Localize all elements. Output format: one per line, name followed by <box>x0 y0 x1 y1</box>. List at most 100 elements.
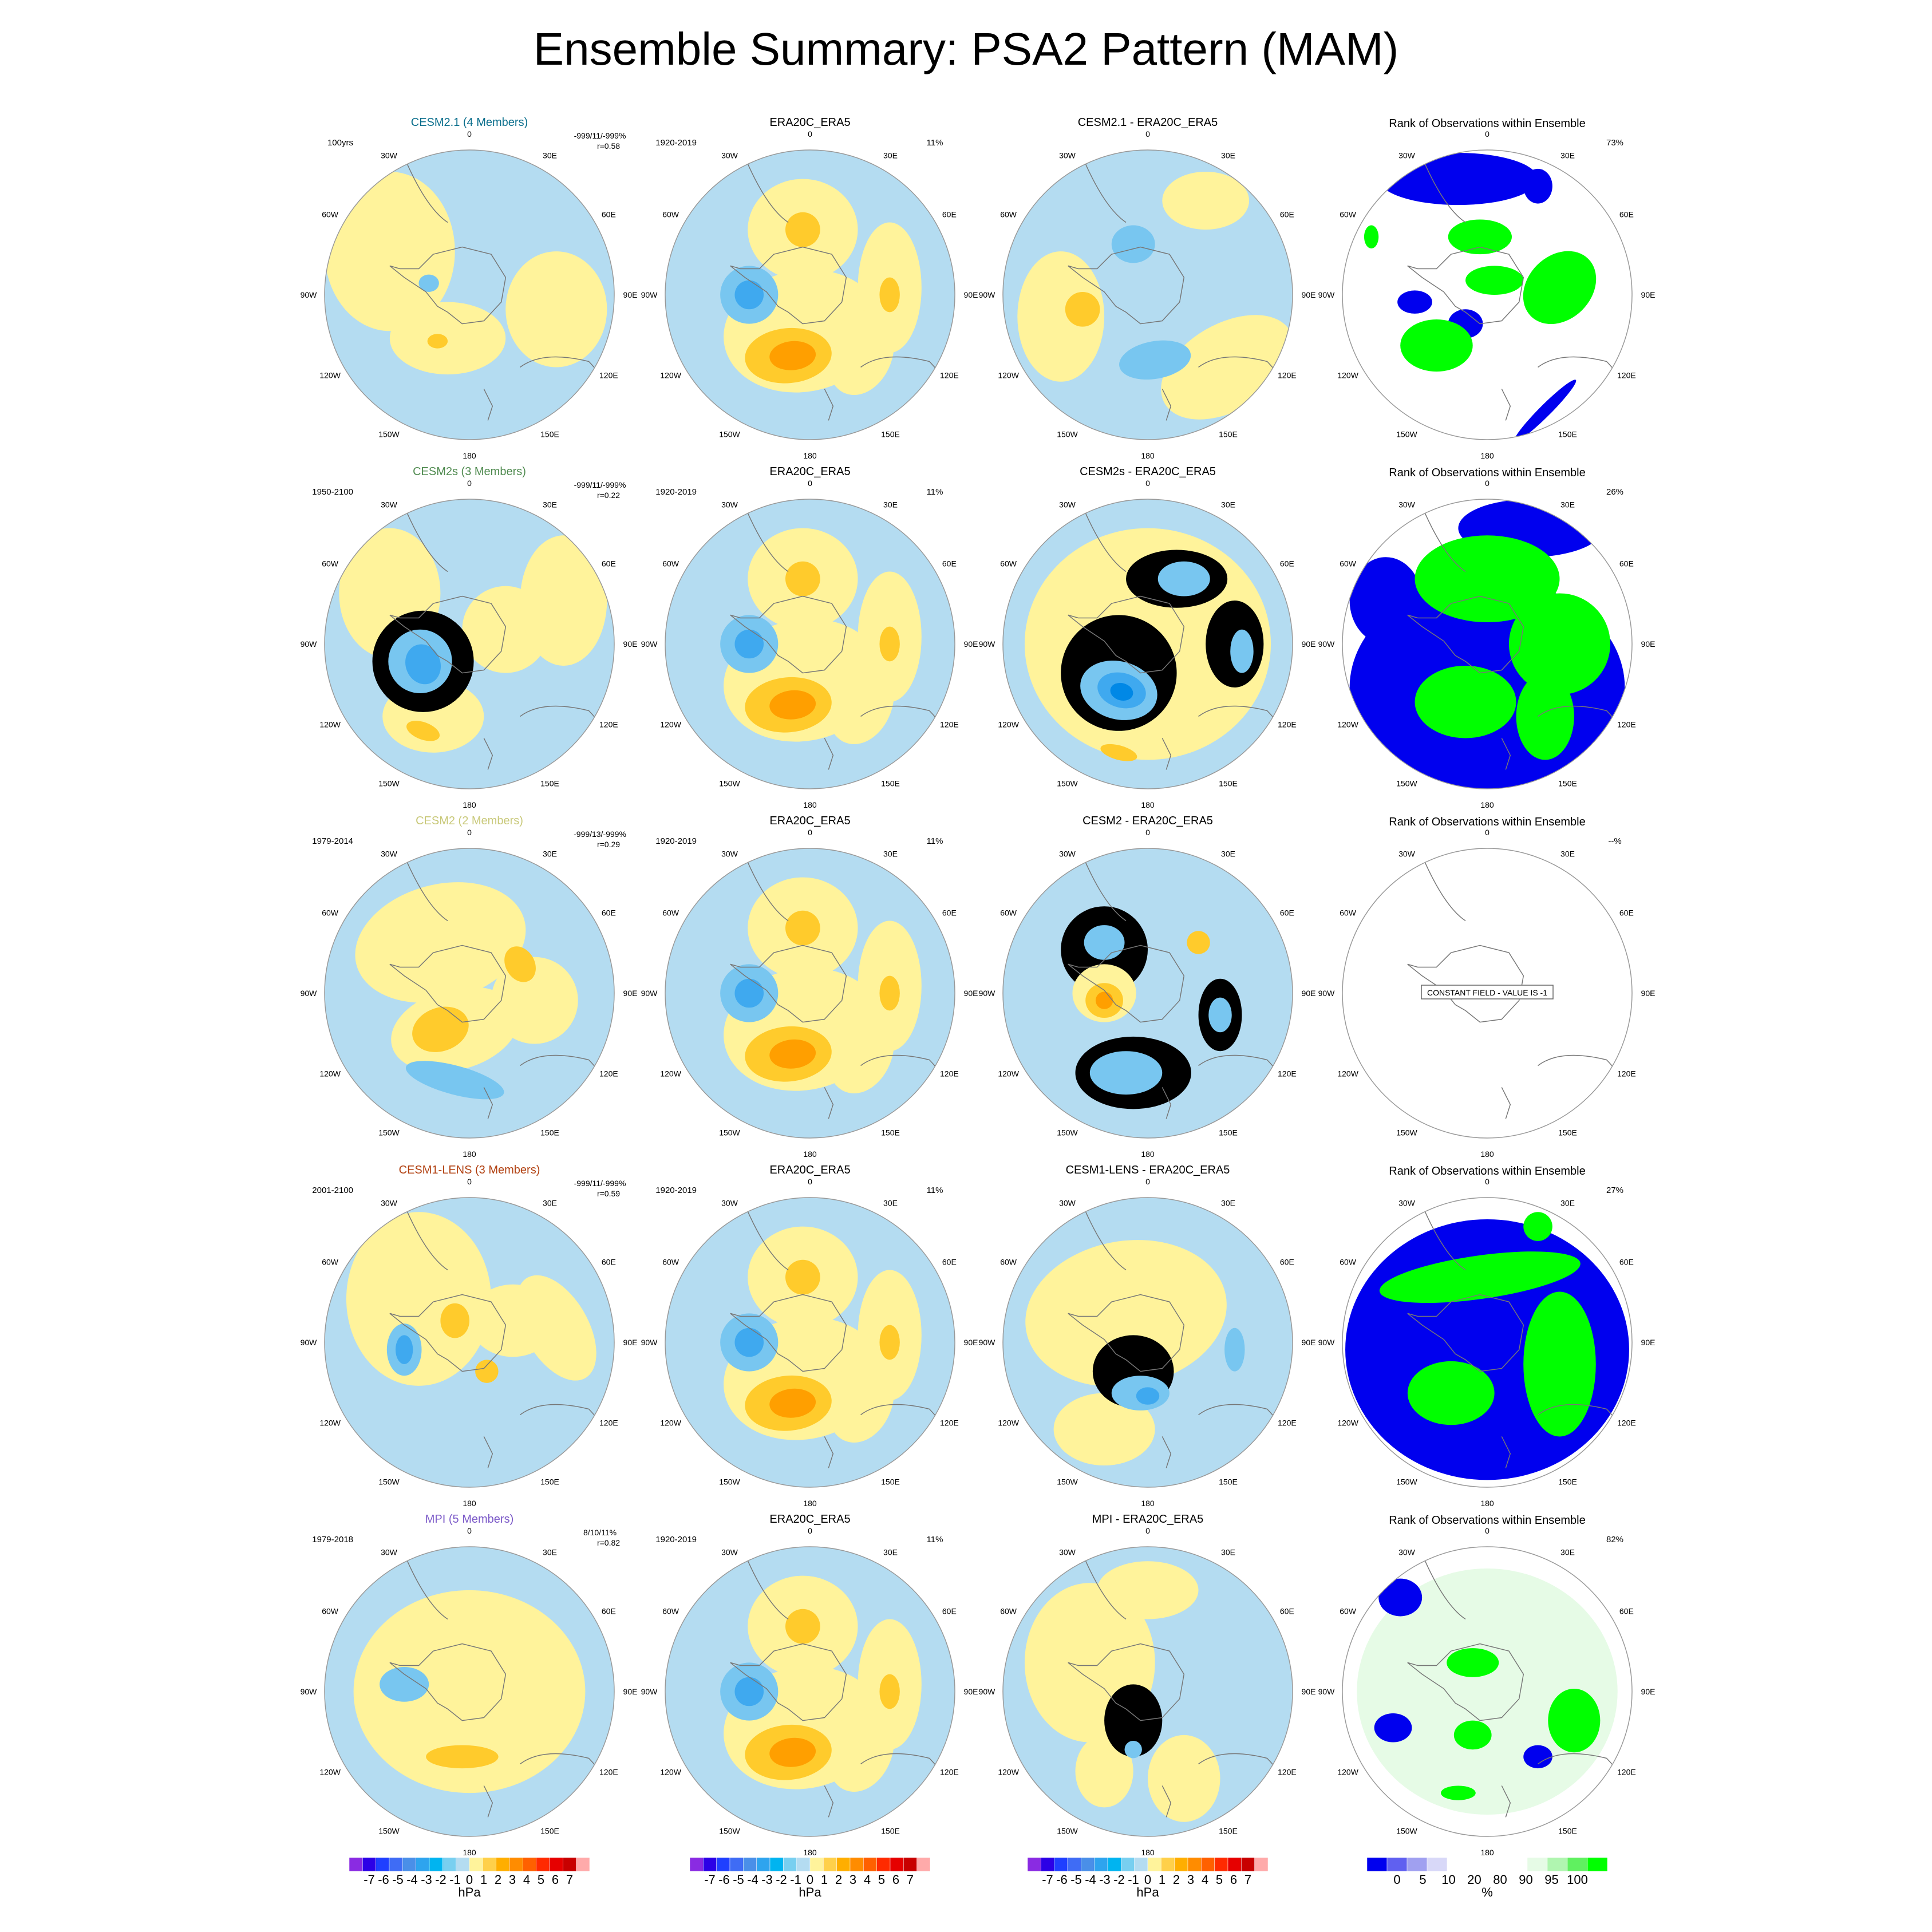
longitude-label: 30W <box>721 500 738 509</box>
longitude-label: 90E <box>1302 1338 1316 1347</box>
australia-outline <box>1538 1753 1632 1827</box>
obs-pct: 11% <box>927 487 943 497</box>
colorbar-tick: 5 <box>878 1872 885 1887</box>
longitude-label: 150E <box>1219 1826 1238 1835</box>
colorbar-cell <box>509 1857 523 1872</box>
contour-region <box>879 1674 900 1709</box>
longitude-label: 0 <box>1145 129 1150 139</box>
antarctica-outline <box>1407 945 1524 1023</box>
constant-field-note: CONSTANT FIELD - VALUE IS -1 <box>1421 985 1554 999</box>
new-zealand-outline <box>1501 1436 1511 1468</box>
longitude-label: 120E <box>940 1419 959 1428</box>
contour-region <box>1025 1240 1227 1387</box>
colorbar-tick: 3 <box>1187 1872 1194 1887</box>
rank-pct: 82% <box>1606 1535 1623 1544</box>
colorbar-cell <box>442 1857 456 1872</box>
longitude-label: 30E <box>1560 151 1575 160</box>
longitude-label: 120E <box>599 1768 618 1777</box>
contour-region <box>1516 673 1574 760</box>
longitude-label: 150W <box>1057 1477 1078 1486</box>
longitude-label: 90W <box>1318 1338 1336 1347</box>
contour-region <box>1111 225 1155 263</box>
model-stats: -999/13/-999% <box>574 829 626 839</box>
longitude-label: 90W <box>979 1338 996 1347</box>
longitude-label: 60W <box>322 908 339 918</box>
polar-map-obs: 0 30E 60E 90E 120E 150E 180 150W 120W 90W 60W 30W <box>641 479 978 809</box>
longitude-label: 30E <box>543 500 557 509</box>
longitude-label: 90W <box>641 1338 658 1347</box>
colorbar-cell <box>716 1857 730 1872</box>
colorbar-tick: -7 <box>704 1872 716 1887</box>
colorbar-cell <box>903 1857 917 1872</box>
colorbar-cell <box>850 1857 864 1872</box>
longitude-label: 90E <box>1641 1338 1656 1347</box>
south-america-outline <box>404 1554 448 1620</box>
australia-outline <box>1198 705 1293 780</box>
longitude-label: 120W <box>1337 1069 1358 1078</box>
longitude-label: 150W <box>1396 1826 1417 1835</box>
antarctica-outline <box>1407 1643 1524 1721</box>
colorbar-tick: -3 <box>1099 1872 1111 1887</box>
obs-years: 1920-2019 <box>655 1535 697 1544</box>
colorbar-model: -7 -6 -5 -4 -3 -2 -1 0 1 2 3 4 5 6 7 hPa <box>349 1857 590 1899</box>
colorbar-obs: -7 -6 -5 -4 -3 -2 -1 0 1 2 3 4 5 6 7 hPa <box>689 1857 931 1899</box>
longitude-label: 0 <box>1145 1526 1150 1535</box>
longitude-label: 30E <box>883 1199 898 1208</box>
map-border <box>665 1546 955 1837</box>
map-border <box>1342 1546 1633 1837</box>
new-zealand-outline <box>824 738 834 770</box>
colorbar-cell <box>796 1857 811 1872</box>
colorbar-cell <box>402 1857 416 1872</box>
model-correlation: r=0.22 <box>597 491 620 500</box>
colorbar-cell <box>576 1857 590 1872</box>
colorbar-tick: 90 <box>1519 1872 1532 1887</box>
longitude-label: 180 <box>1480 1499 1494 1508</box>
obs-title: ERA20C_ERA5 <box>769 1513 850 1526</box>
colorbar-tick: 4 <box>864 1872 871 1887</box>
colorbar-cell <box>1107 1857 1121 1872</box>
polar-map-model: 0 30E 60E 90E 120E 150E 180 150W 120W 90W 60W 30W <box>301 479 638 809</box>
longitude-label: 150W <box>1396 429 1417 438</box>
longitude-label: 60E <box>1619 559 1634 568</box>
longitude-label: 0 <box>467 1526 472 1535</box>
colorbar-tick: -1 <box>449 1872 461 1887</box>
contour-region <box>1017 251 1105 382</box>
australia-outline <box>520 705 614 780</box>
model-years: 1950-2100 <box>312 487 353 497</box>
colorbar-tick: 6 <box>552 1872 559 1887</box>
contour-region <box>427 334 448 349</box>
longitude-label: 60W <box>662 210 679 219</box>
longitude-label: 120E <box>599 1069 618 1078</box>
australia-outline <box>1198 1404 1293 1478</box>
longitude-label: 60W <box>322 1607 339 1616</box>
longitude-label: 30E <box>543 1199 557 1208</box>
colorbar-cell <box>549 1857 563 1872</box>
colorbar-cell <box>689 1857 704 1872</box>
colorbar-tick: -7 <box>1042 1872 1053 1887</box>
contour-region <box>1523 1212 1552 1241</box>
colorbar-tick: -6 <box>1056 1872 1068 1887</box>
longitude-label: 90W <box>1318 1687 1336 1696</box>
new-zealand-outline <box>483 389 493 421</box>
longitude-label: 0 <box>467 129 472 139</box>
colorbar-cell <box>743 1857 757 1872</box>
antarctica-outline <box>730 945 847 1023</box>
antarctica-outline <box>730 1643 847 1721</box>
diff-title: CESM2.1 - ERA20C_ERA5 <box>1078 116 1218 129</box>
contour-region <box>412 1006 469 1052</box>
map-border <box>324 1197 615 1488</box>
antarctica-outline <box>730 246 847 325</box>
longitude-label: 30W <box>381 500 398 509</box>
longitude-label: 150E <box>1558 429 1577 438</box>
diff-title: CESM2 - ERA20C_ERA5 <box>1082 815 1213 827</box>
colorbar-cell <box>1161 1857 1175 1872</box>
colorbar-tick: -3 <box>421 1872 432 1887</box>
colorbar-tick: 4 <box>1202 1872 1208 1887</box>
longitude-label: 120E <box>599 720 618 729</box>
map-border <box>1342 848 1633 1139</box>
contour-region <box>426 1745 499 1769</box>
longitude-label: 60W <box>322 1258 339 1267</box>
longitude-label: 30E <box>1221 1548 1235 1557</box>
longitude-label: 90W <box>641 639 658 649</box>
colorbar-cell <box>1406 1857 1428 1872</box>
